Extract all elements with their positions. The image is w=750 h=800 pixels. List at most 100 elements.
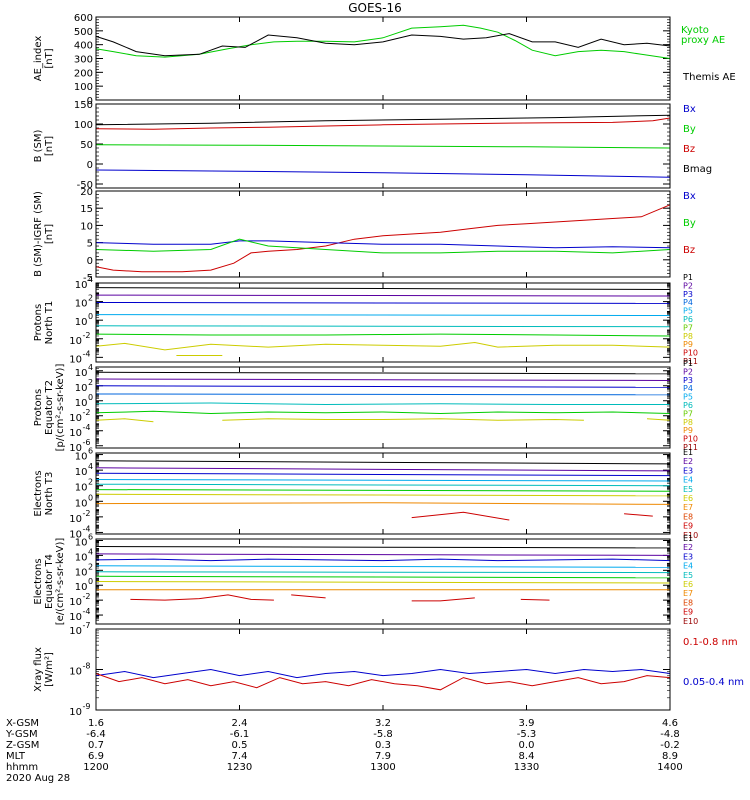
series-line <box>95 33 671 57</box>
y-tick-label: 10 <box>75 498 88 509</box>
series-line <box>95 479 671 482</box>
series-line <box>95 571 671 574</box>
series-line <box>95 294 671 297</box>
legend-entry: 0.05-0.4 nm <box>683 677 744 688</box>
y-tick-label: 500 <box>74 27 93 38</box>
legend-entry: P2 <box>683 367 693 376</box>
legend-entry: E4 <box>683 476 693 485</box>
legend-entry: Bmag <box>683 164 712 175</box>
series-line <box>222 418 584 421</box>
x-axis-value: 6.9 <box>88 751 104 762</box>
y-axis-label: [W/m²] <box>44 652 55 687</box>
legend-entry: E6 <box>683 494 693 503</box>
y-axis-label: Protons <box>33 389 44 426</box>
y-tick-exponent: -4 <box>83 349 91 358</box>
legend-entry: P1 <box>683 273 693 282</box>
x-axis-value: 1200 <box>83 762 108 773</box>
y-tick-label: 200 <box>74 68 93 79</box>
y-axis-label: Equator T4 <box>44 554 55 609</box>
y-tick-label: 10 <box>69 428 82 439</box>
series-line <box>95 467 671 472</box>
y-tick-label: 50 <box>80 140 93 151</box>
y-tick-label: 600 <box>74 13 93 24</box>
x-axis-value: 0.5 <box>232 740 248 751</box>
series-line <box>95 489 671 492</box>
series-line <box>95 673 671 691</box>
legend-entry: P3 <box>683 290 693 299</box>
x-axis-value: -6.1 <box>230 729 250 740</box>
y-tick-label: 10 <box>69 336 82 347</box>
y-tick-exponent: 4 <box>88 547 93 556</box>
y-tick-label: 10 <box>69 612 82 623</box>
series-line <box>95 418 154 423</box>
y-tick-label: 0 <box>87 96 93 107</box>
series-line <box>411 597 475 602</box>
y-tick-label: 0 <box>87 256 93 267</box>
legend-entry: E8 <box>683 598 693 607</box>
y-tick-label: 150 <box>74 100 93 111</box>
series-line <box>95 117 671 130</box>
series-line <box>95 575 671 579</box>
y-tick-label: 10 <box>69 413 82 424</box>
y-tick-exponent: -2 <box>83 509 91 518</box>
x-axis-value: 7.9 <box>375 751 391 762</box>
x-axis-value: 0.7 <box>88 740 104 751</box>
y-axis-label: [p/(cm²-s-sr-keV)] <box>55 364 66 452</box>
y-axis-label: B (SM) <box>33 129 44 162</box>
y-tick-exponent: -6 <box>83 438 91 447</box>
x-axis-value: 8.4 <box>519 751 535 762</box>
legend-entry: P4 <box>683 384 693 393</box>
legend-entry: P6 <box>683 315 693 324</box>
legend-entry: E9 <box>683 522 693 531</box>
y-tick-exponent: -4 <box>83 607 91 616</box>
y-tick-label: 10 <box>69 529 82 540</box>
y-tick-label: 10 <box>75 582 88 593</box>
y-axis-label: Protons <box>33 304 44 341</box>
y-tick-exponent: 0 <box>88 493 93 502</box>
series-line <box>95 565 671 568</box>
x-axis-row-label: MLT <box>6 751 26 762</box>
series-line <box>95 240 671 249</box>
series-line <box>95 325 671 328</box>
series-line <box>520 598 550 601</box>
legend-entry: P2 <box>683 281 693 290</box>
y-tick-label: 10 <box>75 567 88 578</box>
series-line <box>95 558 671 562</box>
legend-entry: Bx <box>683 191 696 202</box>
legend-entry: Bz <box>683 144 695 155</box>
y-tick-label: 10 <box>69 354 82 365</box>
y-axis-label: Electrons <box>33 558 44 604</box>
y-tick-label: 10 <box>75 552 88 563</box>
legend-entry: P11 <box>683 443 698 452</box>
panel-bsm: -50 0 50 100 150 B (SM) [nT] Bx By Bz Bmag <box>33 100 712 191</box>
y-tick-label: 10 <box>75 368 88 379</box>
y-tick-label: 10 <box>69 443 82 454</box>
series-line <box>95 204 671 273</box>
series-line <box>95 502 671 505</box>
x-axis-row-label: Y-GSM <box>5 729 38 740</box>
y-tick-label: 10 <box>69 626 82 637</box>
legend-entry: 0.1-0.8 nm <box>683 637 738 648</box>
legend-entry: Themis AE <box>682 72 736 83</box>
x-axis-value: 4.6 <box>662 718 678 729</box>
legend-entry: P9 <box>683 340 693 349</box>
series-line <box>95 553 671 556</box>
y-tick-exponent: -7 <box>83 621 91 630</box>
y-tick-label: -50 <box>77 180 93 191</box>
y-axis-label: [nT] <box>44 136 55 156</box>
y-tick-exponent: -8 <box>83 662 91 671</box>
x-axis-value: 0.3 <box>375 740 391 751</box>
x-axis-value: 1300 <box>370 762 395 773</box>
x-axis-date: 2020 Aug 28 <box>6 773 70 784</box>
series-line <box>95 371 671 375</box>
y-tick-exponent: -4 <box>83 423 91 432</box>
panel-ae: 0 100 200 300 400 500 600 AE_index [nT] Kyotoprox… <box>33 13 736 107</box>
y-tick-label: 15 <box>80 204 93 215</box>
series-line <box>95 378 671 381</box>
legend-entry: E10 <box>683 531 698 540</box>
y-tick-exponent: 2 <box>88 378 93 387</box>
y-tick-exponent: 6 <box>88 447 93 456</box>
y-tick-label: 400 <box>74 41 93 52</box>
